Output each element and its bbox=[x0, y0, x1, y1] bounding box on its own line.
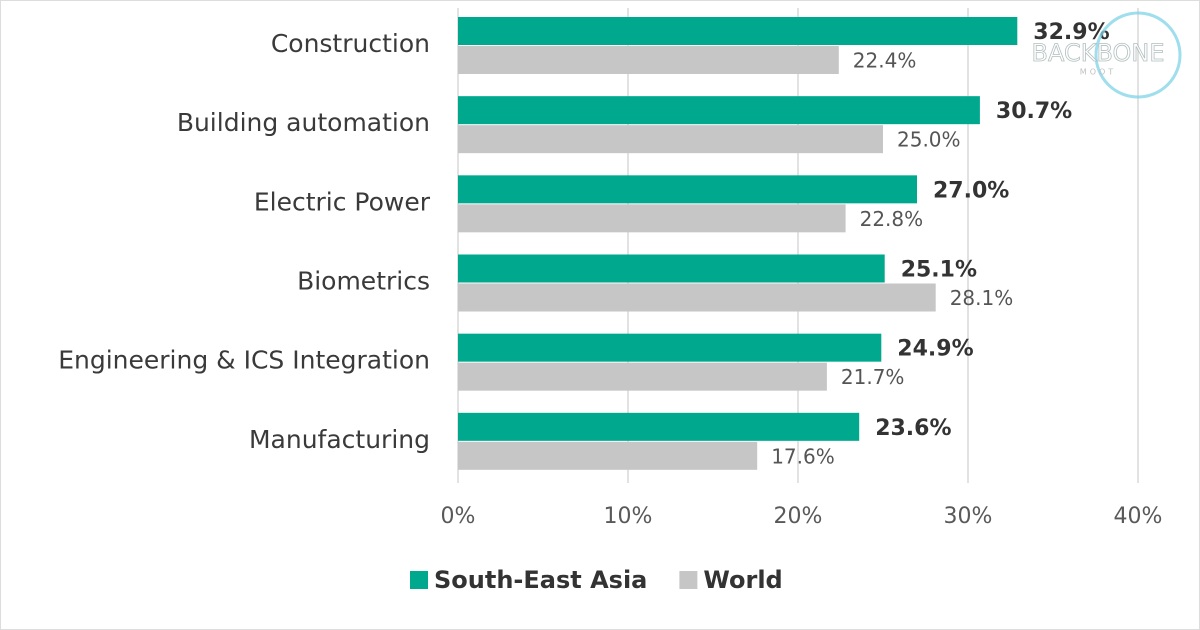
bar bbox=[458, 96, 980, 125]
bar bbox=[458, 175, 917, 204]
value-label: 24.9% bbox=[897, 337, 973, 362]
value-label: 25.0% bbox=[897, 128, 961, 152]
bar bbox=[458, 283, 936, 312]
legend-swatch bbox=[679, 571, 698, 589]
bar bbox=[458, 125, 883, 154]
value-label: 28.1% bbox=[950, 286, 1014, 310]
bar bbox=[458, 46, 839, 74]
watermark-text: BACKBONE bbox=[1031, 39, 1164, 67]
watermark-sub: MOOT bbox=[1080, 68, 1116, 77]
bar bbox=[458, 362, 827, 391]
bar bbox=[458, 254, 885, 283]
y-tick-label: Building automation bbox=[177, 108, 430, 137]
x-tick-label: 10% bbox=[604, 504, 653, 529]
y-tick-label: Electric Power bbox=[254, 187, 431, 216]
value-label: 25.1% bbox=[901, 258, 977, 283]
value-label: 23.6% bbox=[875, 416, 951, 441]
watermark-ring bbox=[1094, 11, 1182, 99]
value-label: 27.0% bbox=[933, 178, 1009, 203]
value-label: 22.8% bbox=[860, 207, 924, 231]
y-tick-label: Biometrics bbox=[297, 267, 430, 296]
x-tick-label: 20% bbox=[774, 504, 823, 529]
bar bbox=[458, 204, 846, 233]
x-tick-label: 30% bbox=[944, 504, 993, 529]
value-label: 30.7% bbox=[996, 99, 1072, 124]
x-tick-label: 40% bbox=[1114, 504, 1163, 529]
y-tick-label: Construction bbox=[271, 29, 430, 58]
legend-label: World bbox=[703, 566, 782, 594]
bar bbox=[458, 441, 758, 470]
value-label: 22.4% bbox=[853, 49, 917, 73]
bar bbox=[458, 333, 882, 362]
y-tick-label: Manufacturing bbox=[249, 425, 430, 454]
legend-swatch bbox=[410, 571, 428, 589]
bar bbox=[458, 17, 1018, 45]
watermark: BACKBONE MOOT bbox=[1031, 11, 1182, 99]
x-tick-label: 0% bbox=[441, 504, 476, 529]
legend-label: South-East Asia bbox=[434, 566, 647, 594]
value-label: 17.6% bbox=[771, 444, 835, 468]
y-tick-label: Engineering & ICS Integration bbox=[58, 346, 430, 375]
bar bbox=[458, 412, 860, 441]
value-label: 21.7% bbox=[841, 365, 905, 389]
